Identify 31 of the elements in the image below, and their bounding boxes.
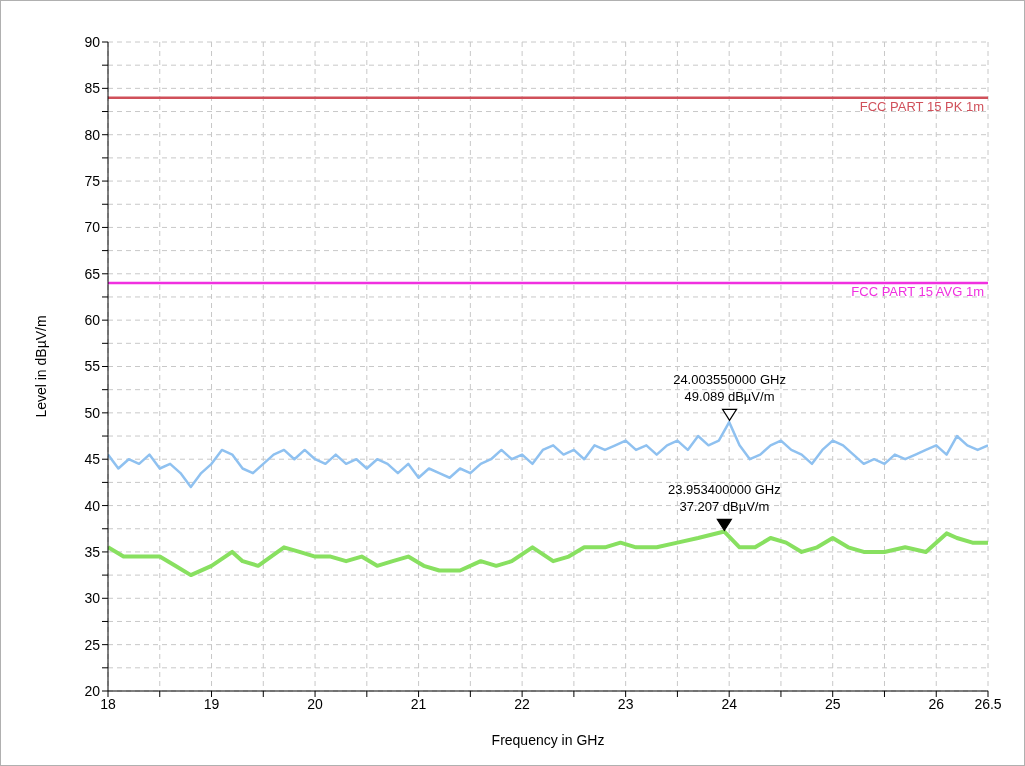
x-tick-label: 22 — [514, 695, 531, 712]
x-tick-label: 26.5 — [974, 695, 1002, 712]
ref-line-label: FCC PART 15 PK 1m — [859, 98, 984, 114]
y-tick-label: 35 — [84, 543, 101, 560]
x-tick-label: 18 — [100, 695, 116, 712]
y-tick-label: 20 — [84, 682, 101, 699]
y-tick-label: 45 — [84, 451, 101, 468]
annotation: 24.003550000 GHz 49.089 dBµV/m — [673, 372, 786, 405]
y-tick-label: 80 — [84, 126, 101, 143]
x-tick-label: 20 — [307, 695, 324, 712]
y-tick-label: 85 — [84, 80, 101, 97]
y-tick-label: 50 — [84, 404, 101, 421]
y-tick-label: 70 — [84, 219, 101, 236]
y-tick-label: 75 — [84, 173, 101, 190]
x-axis-title: Frequency in GHz — [491, 732, 605, 748]
y-axis-title: Level in dBµV/m — [32, 315, 49, 418]
x-tick-label: 26 — [928, 695, 945, 712]
y-tick-label: 90 — [84, 33, 101, 50]
y-tick-label: 30 — [84, 590, 101, 607]
y-tick-label: 65 — [84, 265, 101, 282]
x-tick-label: 21 — [410, 695, 427, 712]
annotation: 23.953400000 GHz 37.207 dBµV/m — [667, 482, 781, 515]
y-tick-label: 60 — [84, 312, 101, 329]
x-tick-label: 23 — [617, 695, 634, 712]
x-tick-label: 19 — [203, 695, 220, 712]
y-tick-label: 55 — [84, 358, 101, 375]
x-tick-label: 25 — [824, 695, 841, 712]
y-tick-label: 40 — [84, 497, 101, 514]
y-tick-label: 25 — [84, 636, 101, 653]
ref-line-label: FCC PART 15 AVG 1m — [851, 284, 984, 300]
x-tick-label: 24 — [721, 695, 738, 712]
